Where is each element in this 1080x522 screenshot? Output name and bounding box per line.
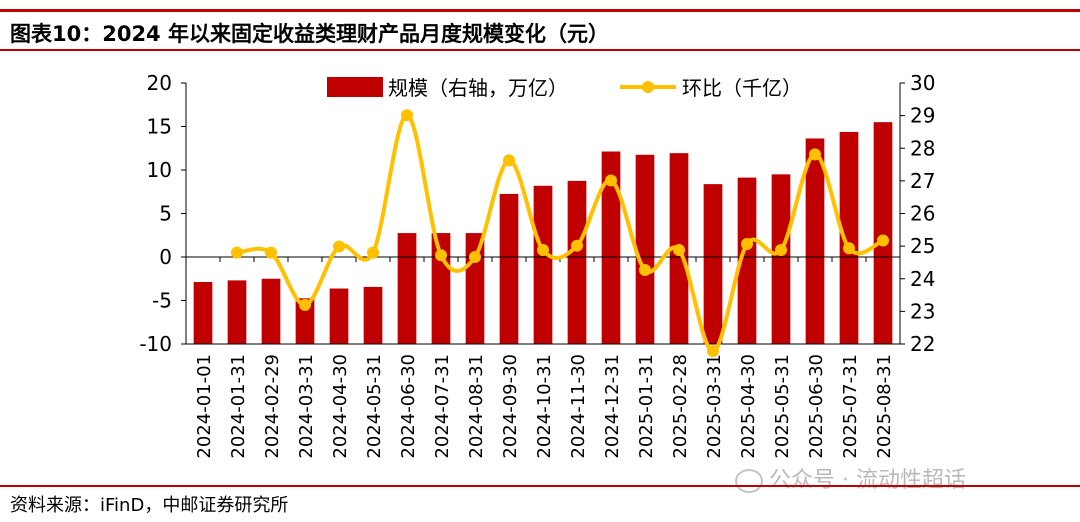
point-2024-07-31 xyxy=(435,249,447,262)
right-tick-label: 24 xyxy=(910,267,935,291)
legend-bar-label: 规模（右轴，万亿） xyxy=(388,76,568,100)
point-2024-08-31 xyxy=(469,251,481,263)
point-2024-06-30 xyxy=(401,109,413,122)
bar-2025-08-31 xyxy=(873,122,893,345)
bar-2024-02-29 xyxy=(261,278,281,344)
x-tick-label: 2025-02-28 xyxy=(670,354,691,459)
source-note: 资料来源：iFinD，中邮证券研究所 xyxy=(10,495,289,516)
bar-2025-06-30 xyxy=(805,138,825,344)
bar-2024-03-31 xyxy=(295,298,315,344)
bar-2024-09-30 xyxy=(499,193,519,344)
left-tick-label: -5 xyxy=(152,289,172,313)
point-2025-03-31 xyxy=(707,344,719,357)
point-2025-02-28 xyxy=(673,244,685,257)
x-tick-label: 2025-08-31 xyxy=(874,354,895,459)
x-tick-label: 2024-01-31 xyxy=(228,354,249,459)
point-2025-07-31 xyxy=(843,242,855,255)
left-tick-label: 0 xyxy=(159,245,172,269)
point-2024-05-31 xyxy=(367,246,379,259)
bar-2025-07-31 xyxy=(839,131,859,344)
point-2024-03-31 xyxy=(299,298,311,311)
point-2024-10-31 xyxy=(537,244,549,257)
right-tick-label: 27 xyxy=(910,169,935,193)
bar-2024-11-30 xyxy=(567,180,587,344)
x-tick-label: 2024-11-30 xyxy=(568,354,589,459)
bar-2025-01-31 xyxy=(635,154,655,344)
point-2025-04-30 xyxy=(741,237,753,250)
left-tick-label: 15 xyxy=(147,115,172,139)
chart-title: 图表10：2024 年以来固定收益类理财产品月度规模变化（元） xyxy=(10,22,609,46)
bar-2024-04-30 xyxy=(329,288,349,344)
x-tick-label: 2024-09-30 xyxy=(500,354,521,459)
legend-bar-swatch xyxy=(327,77,383,97)
wechat-icon xyxy=(735,469,763,493)
combo-chart: -10 -5 0 5 10 15 20 22 23 24 25 26 27 28 29 30 2024-01-0… xyxy=(139,71,935,459)
watermark: 公众号 · 流动性超话 xyxy=(735,462,966,494)
legend-line-marker xyxy=(642,81,654,93)
right-tick-label: 25 xyxy=(910,234,935,258)
point-2024-11-30 xyxy=(571,239,583,252)
x-tick-label: 2025-06-30 xyxy=(806,354,827,459)
x-tick-label: 2024-02-29 xyxy=(262,354,283,459)
point-2024-04-30 xyxy=(333,240,345,253)
bar-2024-06-30 xyxy=(397,233,417,344)
x-tick-label: 2025-01-31 xyxy=(636,354,657,459)
point-2024-01-31 xyxy=(231,246,243,259)
bottom-rule xyxy=(0,485,1080,487)
right-tick-label: 28 xyxy=(910,136,935,160)
x-tick-label: 2024-10-31 xyxy=(534,354,555,459)
x-tick-label: 2024-04-30 xyxy=(330,354,351,459)
x-tick-label: 2025-05-31 xyxy=(772,354,793,459)
right-tick-label: 30 xyxy=(910,71,935,95)
left-tick-label: 20 xyxy=(147,71,172,95)
left-tick-label: -10 xyxy=(139,332,172,356)
x-tick-label: 2025-03-31 xyxy=(704,354,725,459)
watermark-text: 公众号 · 流动性超话 xyxy=(769,468,966,493)
point-2024-02-29 xyxy=(265,246,277,259)
bar-2024-01-31 xyxy=(227,280,247,344)
point-2025-06-30 xyxy=(809,148,821,161)
x-tick-label: 2024-03-31 xyxy=(296,354,317,459)
bar-2024-01-01 xyxy=(193,282,213,344)
x-tick-label: 2024-05-31 xyxy=(364,354,385,459)
left-tick-label: 5 xyxy=(159,202,172,226)
x-tick-label: 2024-01-01 xyxy=(194,354,215,459)
x-tick-label: 2024-12-31 xyxy=(602,354,623,459)
x-tick-label: 2024-06-30 xyxy=(398,354,419,459)
point-2024-12-31 xyxy=(605,174,617,187)
bar-2025-05-31 xyxy=(771,174,791,344)
right-tick-label: 29 xyxy=(910,104,935,128)
point-2025-05-31 xyxy=(775,244,787,257)
left-tick-label: 10 xyxy=(147,158,172,182)
bar-2024-10-31 xyxy=(533,185,553,344)
right-tick-label: 23 xyxy=(910,299,935,323)
point-2024-09-30 xyxy=(503,154,515,167)
x-tick-label: 2024-07-31 xyxy=(432,354,453,459)
x-tick-label: 2025-07-31 xyxy=(840,354,861,459)
legend-line-label: 环比（千亿） xyxy=(682,76,802,100)
bar-2025-04-30 xyxy=(737,177,757,344)
x-tick-label: 2024-08-31 xyxy=(466,354,487,459)
bar-2024-08-31 xyxy=(465,233,485,344)
x-tick-label: 2025-04-30 xyxy=(738,354,759,459)
bar-2024-05-31 xyxy=(363,286,383,344)
right-tick-label: 22 xyxy=(910,332,935,356)
bar-2025-03-31 xyxy=(703,184,723,344)
title-rule xyxy=(0,49,1080,51)
right-tick-label: 26 xyxy=(910,202,935,226)
point-2025-08-31 xyxy=(877,234,889,247)
point-2025-01-31 xyxy=(639,264,651,277)
bar-2024-12-31 xyxy=(601,151,621,344)
top-rule xyxy=(0,9,1080,12)
